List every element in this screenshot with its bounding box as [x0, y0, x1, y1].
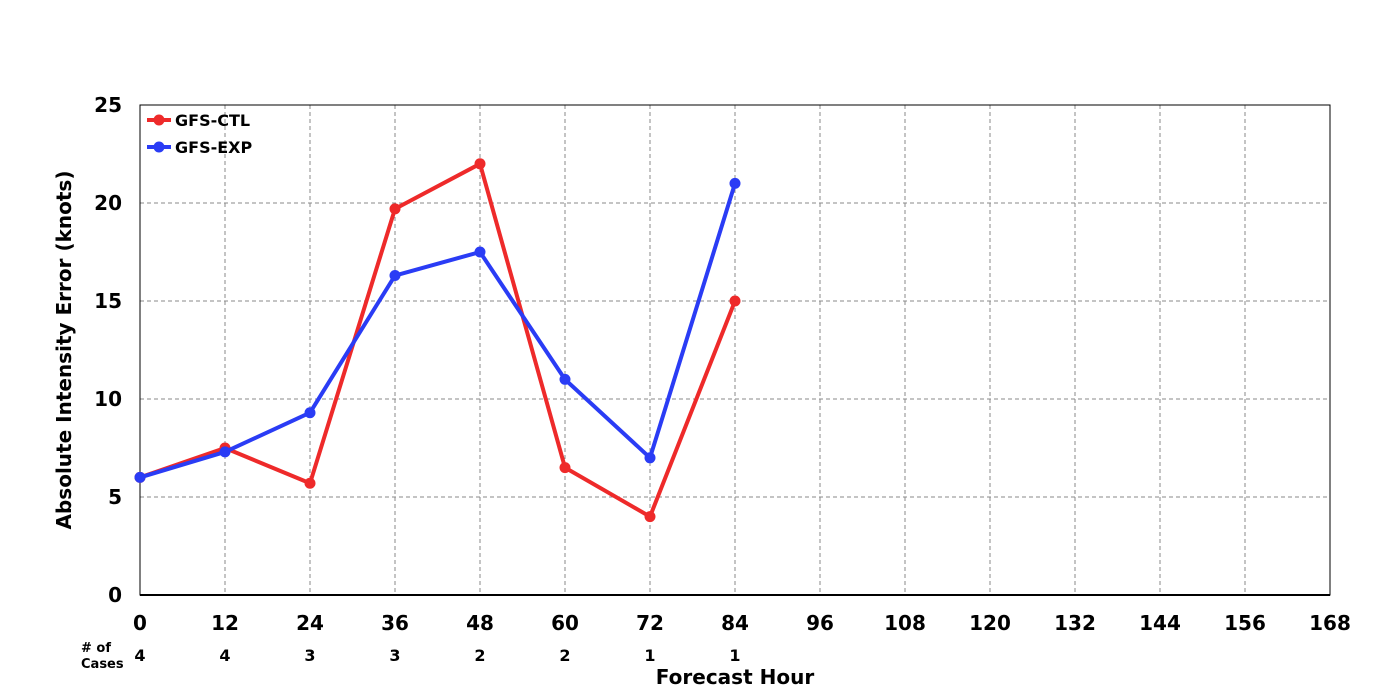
y-axis-ticks: 0 5 10 15 20 25	[94, 93, 122, 607]
x-tick-label: 24	[296, 611, 324, 635]
case-count: 4	[134, 646, 145, 665]
x-tick-label: 48	[466, 611, 494, 635]
x-tick-label: 108	[884, 611, 926, 635]
case-count: 1	[644, 646, 655, 665]
x-tick-label: 36	[381, 611, 409, 635]
cases-row: # of Cases 4 4 3 3 2 2 1 1	[81, 641, 741, 672]
x-tick-label: 96	[806, 611, 834, 635]
case-count: 4	[219, 646, 230, 665]
x-axis-ticks: 0 12 24 36 48 60 72 84 96 108 120 132 144 156 168	[133, 611, 1351, 635]
data-point-gfs-ctl	[644, 511, 656, 523]
x-axis-label: Forecast Hour	[656, 665, 815, 689]
y-tick-label: 10	[94, 387, 122, 411]
y-tick-label: 15	[94, 289, 122, 313]
case-count: 3	[389, 646, 400, 665]
x-tick-label: 156	[1224, 611, 1266, 635]
legend-marker-gfs-exp	[153, 141, 165, 153]
y-tick-label: 20	[94, 191, 122, 215]
y-axis-label: Absolute Intensity Error (knots)	[52, 171, 76, 530]
x-tick-label: 60	[551, 611, 579, 635]
x-tick-label: 72	[636, 611, 664, 635]
data-point-gfs-exp	[474, 246, 486, 258]
y-tick-label: 0	[108, 583, 122, 607]
data-point-gfs-exp	[134, 471, 146, 483]
case-count: 3	[304, 646, 315, 665]
cases-title-line1: # of	[81, 641, 111, 656]
legend-marker-gfs-ctl	[153, 114, 165, 126]
legend-label-gfs-exp: GFS-EXP	[175, 138, 252, 157]
x-tick-label: 168	[1309, 611, 1351, 635]
cases-title-line2: Cases	[81, 657, 124, 672]
data-point-gfs-exp	[389, 270, 401, 282]
data-point-gfs-exp	[559, 373, 571, 385]
legend: GFS-CTL GFS-EXP	[147, 111, 252, 157]
case-count: 1	[729, 646, 740, 665]
x-tick-label: 84	[721, 611, 749, 635]
data-point-gfs-ctl	[304, 477, 316, 489]
x-tick-label: 0	[133, 611, 147, 635]
y-tick-label: 25	[94, 93, 122, 117]
data-point-gfs-ctl	[389, 203, 401, 215]
x-tick-label: 144	[1139, 611, 1181, 635]
data-point-gfs-exp	[219, 446, 231, 458]
data-point-gfs-exp	[304, 407, 316, 419]
data-point-gfs-exp	[644, 452, 656, 464]
x-tick-label: 12	[211, 611, 239, 635]
data-point-gfs-ctl	[474, 158, 486, 170]
case-count: 2	[474, 646, 485, 665]
legend-label-gfs-ctl: GFS-CTL	[175, 111, 250, 130]
case-count: 2	[559, 646, 570, 665]
x-tick-label: 132	[1054, 611, 1096, 635]
y-tick-label: 5	[108, 485, 122, 509]
data-point-gfs-ctl	[559, 462, 571, 474]
series-line-gfs-exp	[138, 181, 737, 480]
data-point-gfs-exp	[729, 177, 741, 189]
data-point-gfs-ctl	[729, 295, 741, 307]
series-line-gfs-ctl	[138, 161, 737, 519]
series	[134, 158, 741, 523]
grid	[140, 105, 1330, 595]
x-tick-label: 120	[969, 611, 1011, 635]
